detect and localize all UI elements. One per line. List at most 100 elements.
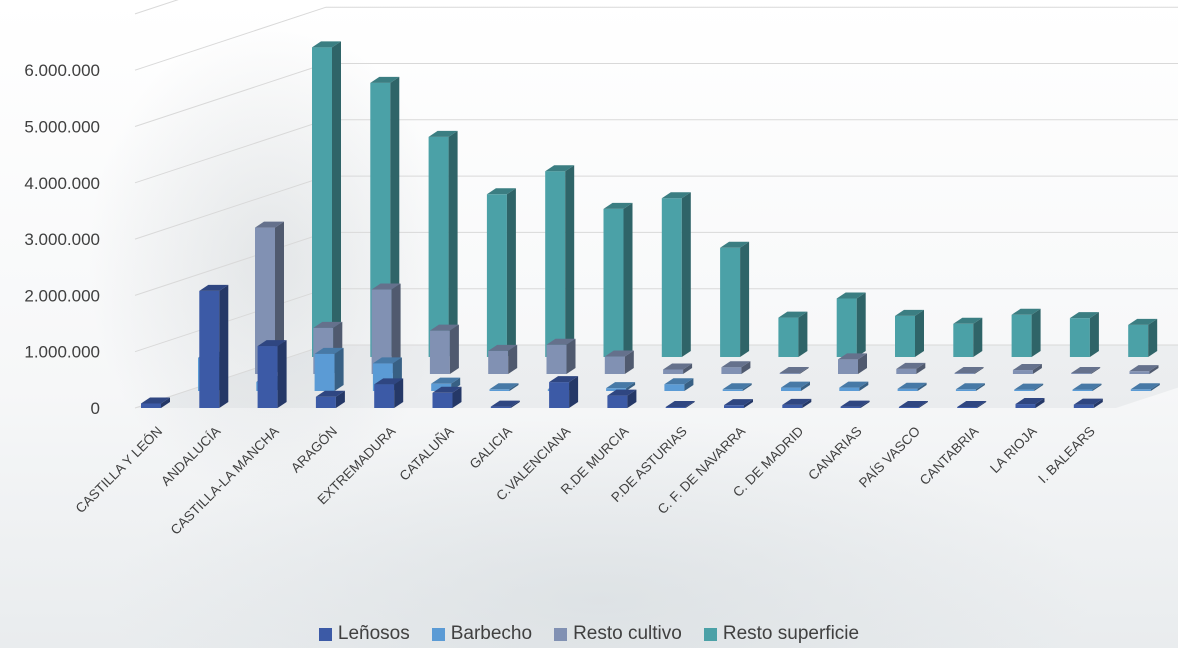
x-tick-label: ARAGÓN bbox=[288, 424, 340, 476]
bar-front bbox=[897, 388, 918, 391]
x-tick-label: CANTABRIA bbox=[917, 424, 982, 489]
bar-top bbox=[374, 378, 404, 385]
bar-front bbox=[1014, 389, 1035, 391]
bar-front bbox=[953, 323, 974, 357]
bar bbox=[898, 401, 928, 408]
y-tick-label: 5.000.000 bbox=[24, 118, 100, 137]
bar-top bbox=[428, 130, 458, 137]
bar-top bbox=[371, 283, 401, 290]
bar-front bbox=[898, 407, 919, 408]
bar-side bbox=[918, 401, 928, 408]
bar bbox=[1128, 318, 1158, 357]
bar bbox=[371, 283, 401, 374]
bar bbox=[897, 382, 927, 391]
bar bbox=[724, 399, 753, 408]
legend-item: Barbecho bbox=[431, 623, 533, 645]
bar bbox=[778, 311, 808, 357]
bar-top bbox=[199, 284, 229, 291]
bar-front bbox=[840, 406, 861, 408]
y-tick-label: 4.000.000 bbox=[24, 174, 100, 193]
bar-side bbox=[275, 221, 284, 374]
bar bbox=[604, 350, 634, 374]
legend-label: Barbecho bbox=[450, 623, 533, 644]
bar-front bbox=[895, 315, 915, 357]
bar-top bbox=[429, 324, 459, 331]
bar bbox=[607, 389, 637, 408]
x-tick-label: LA RIOJA bbox=[987, 424, 1040, 477]
bar-side bbox=[1031, 308, 1041, 357]
bar-top bbox=[778, 311, 808, 318]
bar-front bbox=[721, 367, 742, 374]
x-tick-label: ANDALUCÍA bbox=[158, 424, 223, 489]
bar-front bbox=[1011, 314, 1032, 357]
bar-side bbox=[332, 41, 341, 357]
bar-side bbox=[1092, 383, 1102, 391]
bar bbox=[255, 221, 284, 374]
bar-front bbox=[428, 136, 449, 357]
bar-front bbox=[839, 387, 860, 391]
bar-side bbox=[744, 399, 753, 408]
bar-side bbox=[1150, 383, 1160, 391]
bar-side bbox=[859, 381, 869, 391]
bar bbox=[953, 317, 983, 357]
x-tick-label: CANARIAS bbox=[805, 424, 864, 483]
bar-top bbox=[488, 344, 518, 351]
bar-side bbox=[683, 363, 693, 374]
bar-side bbox=[626, 382, 636, 391]
bar bbox=[896, 362, 926, 374]
bar bbox=[663, 363, 693, 374]
bar-side bbox=[860, 400, 870, 408]
bar-front bbox=[778, 317, 799, 357]
bar-side bbox=[1034, 383, 1044, 391]
bar-top bbox=[1069, 312, 1099, 319]
bar-top bbox=[722, 383, 752, 390]
bar-top bbox=[312, 41, 341, 48]
bar-front bbox=[604, 356, 625, 374]
bar-side bbox=[741, 361, 751, 374]
bar-front bbox=[607, 395, 628, 408]
bar-top bbox=[607, 389, 637, 396]
bar-top bbox=[372, 357, 402, 364]
bar bbox=[838, 353, 867, 374]
bars bbox=[141, 41, 1160, 408]
bar-front bbox=[782, 404, 803, 408]
bar-front bbox=[1015, 404, 1036, 408]
bar-top bbox=[661, 192, 691, 199]
bar bbox=[314, 347, 344, 391]
bar-front bbox=[664, 384, 685, 391]
legend: Leñosos Barbecho Resto cultivo Resto superf… bbox=[0, 623, 1178, 645]
bar bbox=[1011, 308, 1041, 357]
bar-front bbox=[315, 396, 336, 408]
bar bbox=[315, 390, 345, 408]
bar bbox=[257, 340, 287, 408]
legend-item: Leñosos bbox=[318, 623, 410, 645]
legend-item: Resto cultivo bbox=[554, 623, 682, 645]
bar-front bbox=[1069, 318, 1090, 357]
bar-front bbox=[896, 368, 917, 374]
bar bbox=[836, 292, 866, 357]
bar bbox=[1012, 364, 1042, 374]
gridline bbox=[134, 119, 1178, 184]
bar-side bbox=[1089, 312, 1099, 357]
bar bbox=[840, 400, 870, 408]
bar bbox=[199, 284, 229, 408]
bar-top bbox=[779, 367, 809, 373]
bar-front bbox=[1073, 404, 1094, 408]
bar-side bbox=[161, 397, 170, 408]
bar bbox=[606, 382, 636, 391]
x-tick-label: I. BALEARS bbox=[1035, 424, 1098, 487]
bar bbox=[895, 309, 924, 357]
bar-side bbox=[917, 382, 927, 391]
bar-top bbox=[255, 221, 284, 228]
bar bbox=[429, 324, 459, 374]
bar-front bbox=[255, 227, 275, 374]
y-tick-label: 2.000.000 bbox=[24, 286, 100, 305]
bar bbox=[1015, 398, 1045, 408]
bar-top bbox=[1128, 318, 1158, 325]
bar-side bbox=[915, 309, 924, 357]
bar-side bbox=[509, 383, 519, 391]
bar-side bbox=[448, 130, 458, 357]
bar-top bbox=[724, 399, 753, 406]
bar-top bbox=[432, 386, 462, 393]
bar-top bbox=[314, 347, 344, 354]
